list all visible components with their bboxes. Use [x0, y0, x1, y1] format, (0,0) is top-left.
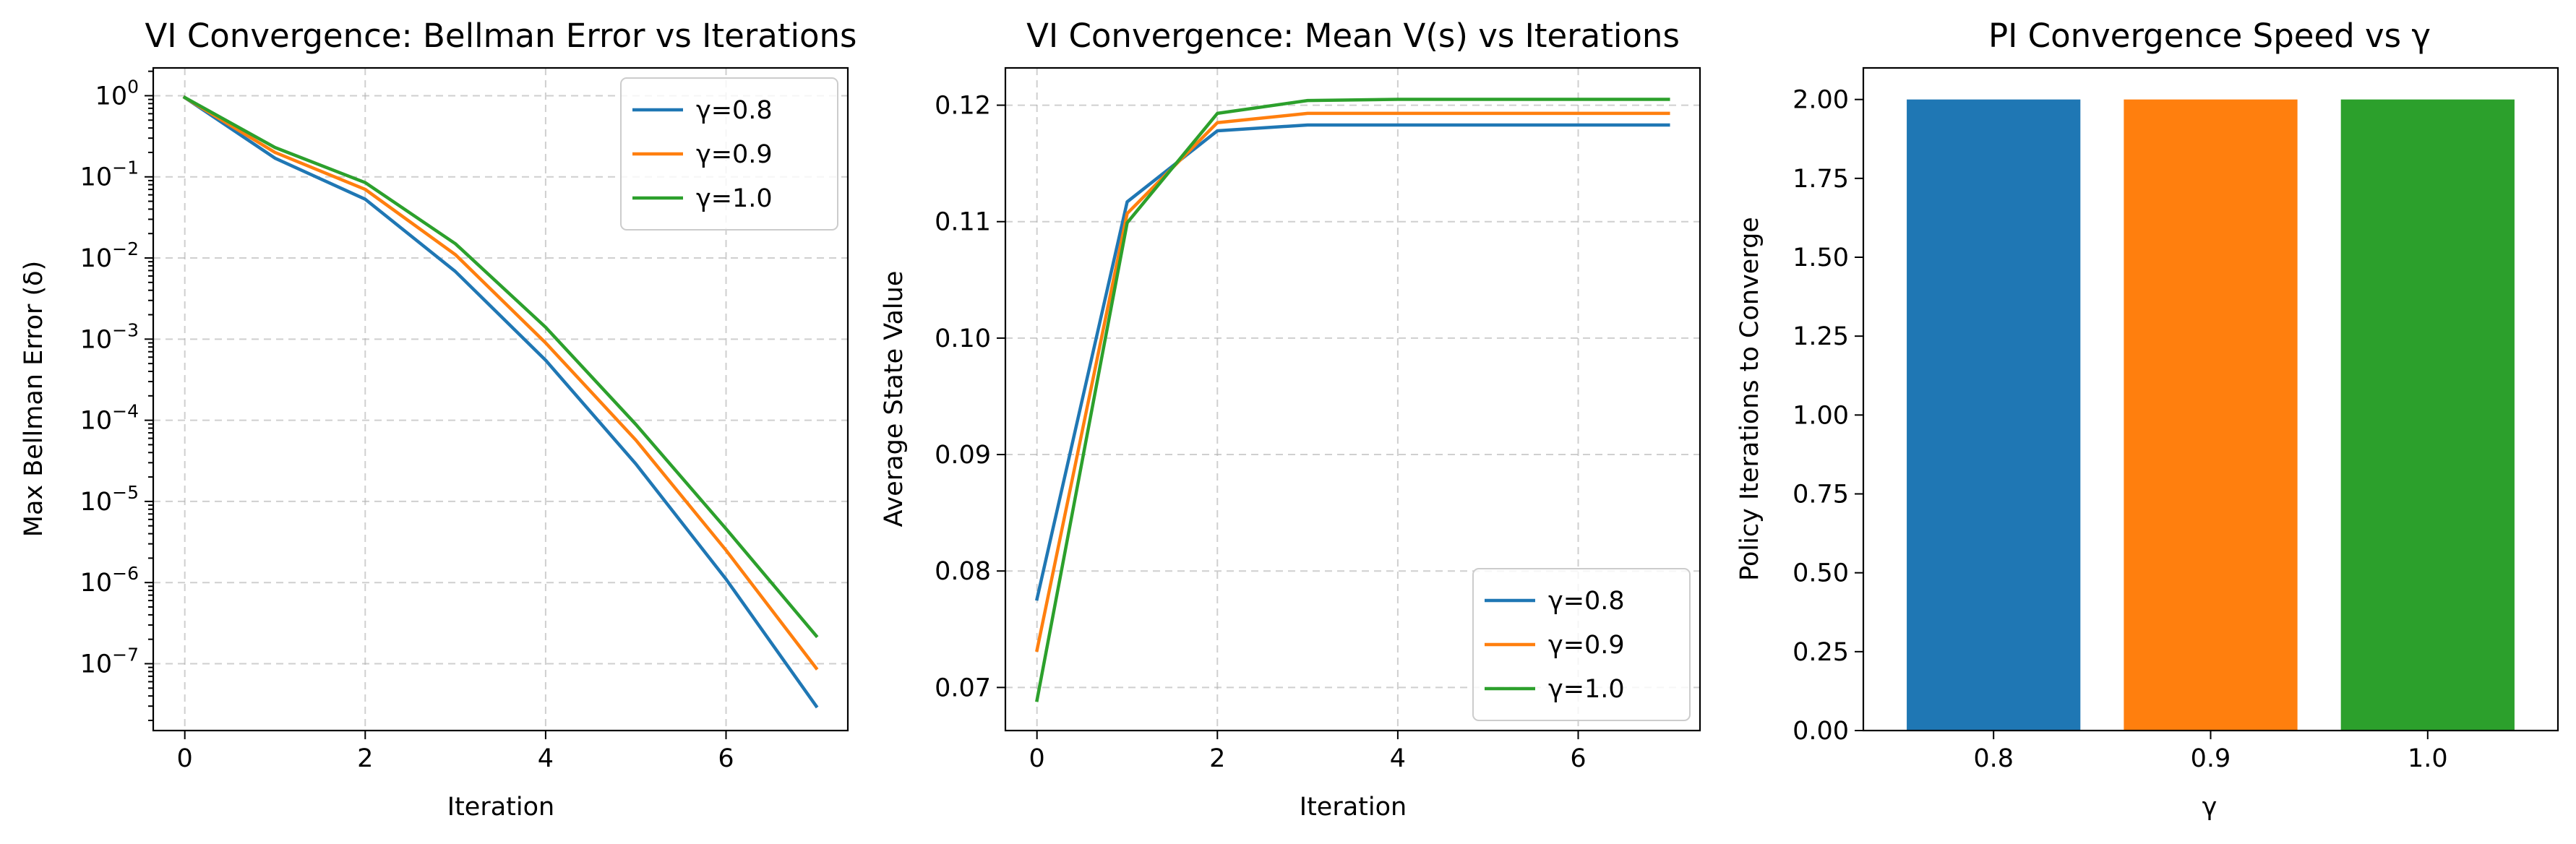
mean-value-chart: VI Convergence: Mean V(s) vs Iterations …	[880, 17, 1701, 822]
y-tick-label: 0.11	[935, 208, 991, 237]
x-tick-label: 1.0	[2408, 744, 2448, 773]
series-line	[1035, 123, 1670, 601]
legend-label: γ=0.8	[1548, 587, 1625, 616]
plot-area-frame	[1004, 66, 1701, 732]
plot-area-frame	[152, 66, 849, 732]
bar	[1907, 99, 2081, 731]
legend-label: γ=0.9	[696, 140, 773, 169]
legend-box	[620, 77, 838, 231]
series-line	[1035, 111, 1670, 653]
series-line	[182, 95, 819, 671]
x-tick-label: 0	[1029, 744, 1045, 773]
series-lines	[182, 95, 819, 709]
series-line	[182, 95, 819, 709]
x-tick-label: 0	[177, 744, 193, 773]
y-tick-label: 10−4	[80, 401, 139, 436]
x-tick-label: 0.9	[2191, 744, 2231, 773]
y-axis-label: Policy Iterations to Converge	[1735, 217, 1764, 581]
y-tick-label: 10−6	[80, 563, 139, 598]
chart-title: VI Convergence: Mean V(s) vs Iterations	[1026, 17, 1680, 55]
y-tick-label: 100	[95, 76, 139, 111]
bar	[2340, 99, 2515, 731]
bars	[1907, 99, 2515, 731]
x-tick-label: 2	[357, 744, 373, 773]
legend-label: γ=1.0	[696, 184, 773, 213]
y-axis-label: Average State Value	[880, 271, 909, 528]
bellman-error-chart: VI Convergence: Bellman Error vs Iterati…	[20, 17, 857, 822]
x-tick-label: 2	[1209, 744, 1225, 773]
y-tick-label: 10−7	[80, 644, 139, 679]
legend-label: γ=1.0	[1548, 675, 1625, 704]
y-axis-ticks: 100 10−1 10−2 10−3 10−4 10−5 10−6 10−7	[80, 70, 153, 721]
chart-title: PI Convergence Speed vs γ	[1988, 17, 2431, 55]
bar	[2124, 99, 2298, 731]
x-axis-label: Iteration	[1300, 793, 1407, 822]
legend: γ=0.8 γ=0.9 γ=1.0	[1472, 568, 1691, 721]
y-tick-label: 10−3	[80, 319, 139, 354]
x-tick-label: 6	[1570, 744, 1586, 773]
legend-label: γ=0.9	[1548, 631, 1625, 660]
y-tick-label: 10−1	[80, 158, 139, 192]
y-tick-label: 0.00	[1793, 717, 1849, 746]
grid	[153, 68, 848, 731]
x-axis-ticks: 0 2 4 6	[1029, 731, 1587, 773]
y-tick-label: 1.25	[1793, 322, 1849, 351]
x-axis-label: Iteration	[447, 793, 554, 822]
legend: γ=0.8 γ=0.9 γ=1.0	[620, 77, 838, 231]
y-tick-label: 0.50	[1793, 559, 1849, 588]
x-axis-ticks: 0.8 0.9 1.0	[1973, 731, 2448, 773]
y-tick-label: 0.07	[935, 673, 991, 702]
y-tick-label: 1.50	[1793, 244, 1849, 272]
grid	[1005, 68, 1700, 731]
x-tick-label: 4	[538, 744, 554, 773]
chart-title: VI Convergence: Bellman Error vs Iterati…	[145, 17, 856, 55]
y-tick-label: 0.12	[935, 92, 991, 121]
y-tick-label: 2.00	[1793, 86, 1849, 115]
y-tick-label: 1.00	[1793, 401, 1849, 430]
series-line	[182, 95, 819, 639]
y-tick-label: 0.10	[935, 324, 991, 353]
x-tick-label: 6	[718, 744, 734, 773]
y-tick-label: 10−5	[80, 482, 139, 517]
series-lines	[1035, 98, 1670, 702]
pi-convergence-bar-chart: PI Convergence Speed vs γ 0.8 0.9 1.0 0.00…	[1735, 17, 2559, 822]
x-tick-label: 0.8	[1973, 744, 2014, 773]
y-tick-label: 1.75	[1793, 165, 1849, 194]
y-axis-ticks: 0.07 0.08 0.09 0.10 0.11 0.12	[935, 92, 1005, 702]
y-tick-label: 0.75	[1793, 481, 1849, 509]
y-tick-label: 10−2	[80, 238, 139, 273]
legend-box	[1472, 568, 1691, 721]
y-tick-label: 0.08	[935, 557, 991, 586]
x-axis-label: γ	[2202, 793, 2217, 822]
y-tick-label: 0.25	[1793, 638, 1849, 667]
legend-label: γ=0.8	[696, 96, 773, 125]
y-axis-ticks: 0.00 0.25 0.50 0.75 1.00 1.25 1.50 1.75 2.00	[1793, 86, 1863, 746]
series-line	[1035, 98, 1670, 702]
y-axis-label: Max Bellman Error (δ)	[20, 261, 48, 538]
x-tick-label: 4	[1390, 744, 1406, 773]
x-axis-ticks: 0 2 4 6	[177, 731, 734, 773]
y-tick-label: 0.09	[935, 441, 991, 470]
